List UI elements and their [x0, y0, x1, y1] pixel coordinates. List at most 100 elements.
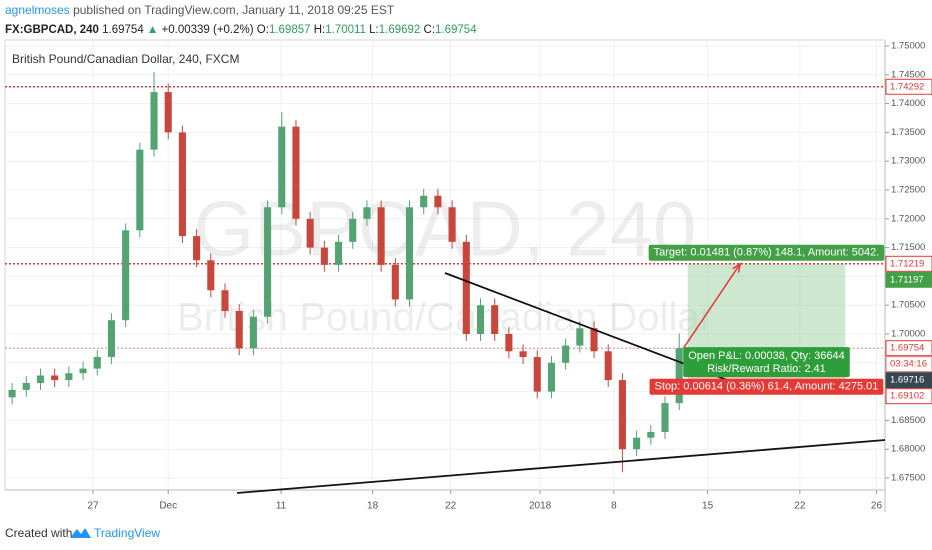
candle-body: [491, 305, 499, 335]
y-tick-label: 1.70500: [891, 300, 925, 311]
candle-body: [65, 373, 73, 381]
candle-body: [420, 195, 428, 208]
y-tick-label: 1.72000: [891, 213, 925, 224]
candle-body: [519, 351, 527, 358]
change-arrow: ▲: [147, 24, 158, 36]
target-zone: [687, 263, 846, 349]
h-label: H:: [314, 24, 326, 36]
price-label: 1.71219: [890, 258, 924, 269]
price-label: 1.69716: [890, 375, 924, 386]
candle-body: [36, 375, 45, 383]
y-tick-label: 1.72500: [891, 185, 925, 196]
y-tick-label: 1.74000: [891, 98, 925, 109]
x-tick-label: 22: [794, 501, 806, 512]
candle-body: [306, 218, 314, 248]
y-tick-label: 1.73000: [891, 156, 925, 167]
created-with: Created with: [5, 526, 72, 540]
candle-body: [264, 207, 272, 317]
price-label: 1.71197: [890, 274, 924, 285]
x-tick-label: 18: [367, 501, 379, 512]
symbol-line: FX:GBPCAD, 240 1.69754 ▲ +0.00339 (+0.2%…: [5, 24, 477, 36]
candle-body: [193, 236, 201, 261]
candle-body: [122, 230, 130, 321]
candle-body: [335, 241, 343, 265]
x-tick-label: 2018: [529, 501, 552, 512]
price-label-bg: [885, 78, 932, 95]
rr-label: Risk/Reward Ratio: 2.41: [707, 363, 826, 375]
price-label-bg: [885, 340, 932, 357]
candle-body: [207, 260, 215, 291]
price-label: 1.69102: [890, 391, 924, 402]
price-label-bg: [885, 388, 932, 405]
candle-body: [476, 305, 485, 335]
symbol: FX:GBPCAD, 240: [5, 24, 99, 36]
arrow-line: [682, 263, 741, 349]
y-tick-label: 1.70000: [891, 329, 925, 340]
candle-body: [22, 382, 30, 390]
trendline: [236, 439, 886, 494]
author[interactable]: agnelmoses: [5, 3, 70, 17]
candle-body: [221, 290, 229, 311]
brand[interactable]: TradingView: [94, 526, 160, 540]
x-tick-label: Dec: [159, 501, 177, 512]
candle-body: [405, 207, 414, 300]
candle-body: [79, 368, 87, 374]
y-tick-label: 1.73500: [891, 127, 925, 138]
o-value: 1.69857: [269, 24, 311, 36]
y-tick-label: 1.68000: [891, 444, 925, 455]
countdown: 03:34:16: [890, 359, 927, 370]
candle-body: [164, 92, 172, 133]
candle-body: [675, 348, 683, 404]
y-tick-label: 1.75000: [891, 41, 925, 52]
x-tick-label: 11: [276, 501, 287, 512]
stop-label-bg: [649, 378, 884, 395]
candle-body: [363, 207, 371, 219]
price-label: 1.74292: [890, 81, 924, 92]
watermark: GBPCAD, 240: [194, 185, 697, 273]
chart-title: British Pound/Canadian Dollar, 240, FXCM: [12, 52, 239, 66]
target-label-bg: [648, 244, 885, 261]
plot: 1.675001.680001.685001.690001.695001.700…: [4, 39, 932, 512]
candle-body: [647, 431, 655, 438]
candle-body: [604, 351, 612, 381]
change: +0.00339 (+0.2%): [162, 24, 254, 36]
stop-label: Stop: 0.00614 (0.36%) 61.4, Amount: 4275…: [655, 381, 879, 393]
last-price: 1.69754: [102, 24, 144, 36]
candle-body: [349, 218, 357, 242]
pnl-label: Open P&L: 0.00038, Qty: 36644: [688, 350, 845, 362]
l-value: 1.69692: [379, 24, 421, 36]
tv-logo: [70, 528, 91, 538]
candle-body: [93, 357, 101, 369]
c-value: 1.69754: [435, 24, 477, 36]
candle-body: [462, 241, 470, 335]
y-tick-label: 1.74500: [891, 69, 925, 80]
header-line: agnelmoses published on TradingView.com,…: [5, 3, 395, 17]
candle-body: [618, 380, 626, 450]
candle-body: [320, 247, 328, 265]
x-tick-label: 27: [87, 501, 99, 512]
logo-icon: [70, 528, 91, 538]
y-tick-label: 1.71500: [891, 242, 925, 253]
arrow-head: [732, 262, 742, 273]
candle-body: [235, 310, 243, 349]
candle-body: [448, 207, 456, 242]
c-label: C:: [424, 24, 436, 36]
pnl-label-bg: [683, 347, 850, 378]
candle-body: [150, 92, 158, 150]
price-label-bg: [885, 255, 932, 272]
x-tick-label: 8: [611, 501, 617, 512]
candle-body: [292, 126, 300, 219]
y-tick-label: 1.67500: [891, 473, 925, 484]
target-label: Target: 0.01481 (0.87%) 148.1, Amount: 5…: [654, 247, 880, 259]
candle-body: [178, 132, 186, 237]
candle-body: [278, 126, 286, 208]
o-label: O:: [257, 24, 269, 36]
price-label: 1.69754: [890, 343, 924, 354]
price-label-bg: [885, 372, 932, 389]
candle-body: [505, 334, 513, 352]
candle-body: [562, 345, 570, 363]
candle-body: [377, 207, 385, 265]
candle-body: [391, 264, 399, 300]
